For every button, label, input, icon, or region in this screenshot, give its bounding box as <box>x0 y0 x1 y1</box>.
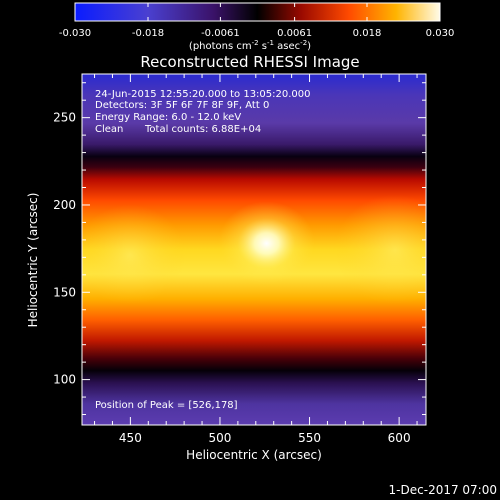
colorbar-tick-label: 0.030 <box>426 28 455 39</box>
colorbar-ticks: -0.030 -0.018 -0.0061 0.0061 0.018 0.030 <box>59 3 454 39</box>
x-axis-label: Heliocentric X (arcsec) <box>186 448 322 462</box>
heatmap-west-lobe <box>82 205 185 305</box>
colorbar-tick-label: -0.030 <box>59 28 91 39</box>
y-tick-label: 100 <box>53 373 76 387</box>
x-tick-label: 450 <box>119 431 142 445</box>
x-tick-label: 600 <box>388 431 411 445</box>
x-axis: 450 500 550 600 <box>94 74 418 445</box>
heatmap-east-lobe <box>335 195 426 305</box>
x-tick-label: 550 <box>298 431 321 445</box>
annotation-peak-position: Position of Peak = [526,178] <box>95 400 238 411</box>
colorbar-tick-label: -0.0061 <box>201 28 240 39</box>
heatmap-image <box>82 74 426 425</box>
annotations: 24-Jun-2015 12:55:20.000 to 13:05:20.000… <box>95 89 311 411</box>
colorbar-gradient <box>74 2 441 22</box>
y-tick-label: 250 <box>53 111 76 125</box>
chart-title: Reconstructed RHESSI Image <box>140 53 359 71</box>
annotation-time-range: 24-Jun-2015 12:55:20.000 to 13:05:20.000 <box>95 89 311 100</box>
colorbar-units: (photons cm-2 s-1 asec-2) <box>189 39 311 52</box>
annotation-method: Clean <box>95 124 123 135</box>
x-tick-label: 500 <box>209 431 232 445</box>
y-axis-label: Heliocentric Y (arcsec) <box>26 193 40 328</box>
plot-frame <box>81 73 427 426</box>
footer-date: 1-Dec-2017 07:00 <box>389 483 497 497</box>
colorbar: -0.030 -0.018 -0.0061 0.0061 0.018 0.030 (pho… <box>59 2 454 52</box>
colorbar-tick-label: 0.0061 <box>277 28 312 39</box>
y-tick-label: 200 <box>53 198 76 212</box>
colorbar-tick-label: -0.018 <box>132 28 164 39</box>
heatmap-peak <box>218 201 315 286</box>
annotation-detectors: Detectors: 3F 5F 6F 7F 8F 9F, Att 0 <box>95 100 269 111</box>
annotation-energy: Energy Range: 6.0 - 12.0 keV <box>95 112 241 123</box>
colorbar-tick-label: 0.018 <box>353 28 382 39</box>
y-axis: 100 150 200 250 <box>53 82 426 416</box>
y-tick-label: 150 <box>53 285 76 299</box>
annotation-total-counts: Total counts: 6.88E+04 <box>144 124 261 135</box>
